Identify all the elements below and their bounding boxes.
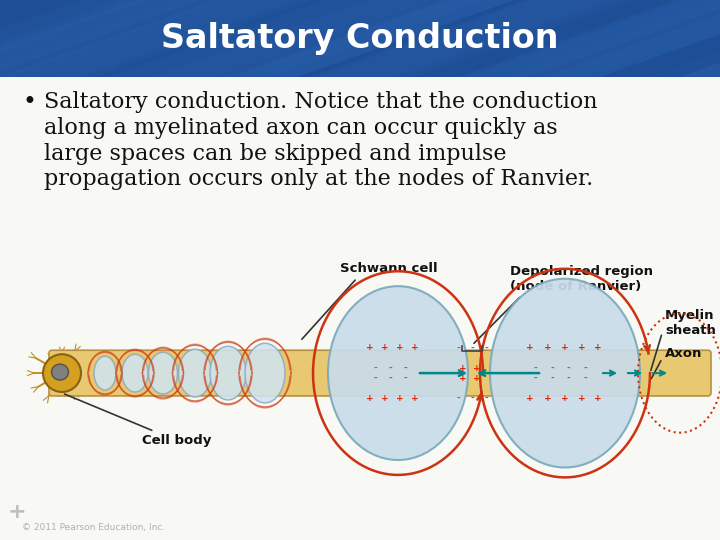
Polygon shape (231, 0, 515, 77)
Text: +: + (578, 394, 586, 403)
Ellipse shape (94, 356, 116, 390)
Text: -: - (550, 374, 554, 382)
Text: +: + (366, 343, 374, 352)
Text: +: + (594, 343, 602, 352)
Text: -: - (583, 363, 587, 373)
Polygon shape (543, 0, 720, 77)
Text: Saltatory conduction. Notice that the conduction: Saltatory conduction. Notice that the co… (44, 91, 598, 113)
Polygon shape (0, 0, 255, 77)
Ellipse shape (43, 354, 81, 392)
Text: +: + (544, 343, 552, 352)
Polygon shape (650, 0, 720, 77)
Polygon shape (222, 0, 513, 77)
Text: +: + (561, 394, 569, 403)
Text: Schwann cell: Schwann cell (302, 262, 438, 339)
Text: -: - (403, 374, 407, 382)
Text: +: + (366, 394, 374, 403)
Text: +: + (544, 394, 552, 403)
Text: +: + (381, 343, 389, 352)
Text: +: + (459, 363, 467, 373)
Text: +: + (8, 502, 27, 522)
Polygon shape (0, 0, 299, 77)
Text: +: + (526, 394, 534, 403)
Text: +: + (526, 343, 534, 352)
Text: © 2011 Pearson Education, Inc.: © 2011 Pearson Education, Inc. (22, 523, 166, 532)
Text: Depolarized region
(node of Ranvier): Depolarized region (node of Ranvier) (474, 265, 653, 343)
Ellipse shape (490, 279, 640, 468)
Ellipse shape (210, 346, 246, 400)
Text: -: - (456, 394, 460, 402)
Text: +: + (578, 343, 586, 352)
Ellipse shape (245, 343, 285, 403)
Text: +: + (411, 394, 419, 403)
Text: -: - (533, 363, 537, 373)
Text: +: + (396, 343, 404, 352)
Text: -: - (388, 363, 392, 373)
Polygon shape (0, 0, 202, 77)
Polygon shape (680, 0, 720, 77)
Ellipse shape (179, 349, 212, 397)
Ellipse shape (328, 286, 468, 460)
Polygon shape (153, 0, 485, 77)
Text: -: - (373, 374, 377, 382)
Text: -: - (484, 394, 488, 402)
Text: +: + (473, 374, 481, 382)
Polygon shape (0, 0, 145, 77)
Text: large spaces can be skipped and impulse: large spaces can be skipped and impulse (44, 143, 506, 165)
Polygon shape (309, 0, 632, 77)
Polygon shape (110, 0, 436, 77)
Text: -: - (533, 374, 537, 382)
Text: -: - (484, 344, 488, 353)
Polygon shape (469, 0, 720, 77)
Text: +: + (396, 394, 404, 403)
Text: +: + (411, 343, 419, 352)
Text: Myelin
sheath: Myelin sheath (651, 309, 716, 370)
Text: +: + (381, 394, 389, 403)
Text: -: - (373, 363, 377, 373)
Polygon shape (460, 0, 720, 77)
Text: -: - (470, 344, 474, 353)
Text: +: + (473, 363, 481, 373)
Text: Axon: Axon (652, 347, 703, 379)
Polygon shape (15, 0, 312, 77)
Text: -: - (566, 363, 570, 373)
Polygon shape (316, 0, 613, 77)
Ellipse shape (148, 352, 178, 394)
Ellipse shape (52, 364, 68, 380)
Text: -: - (550, 363, 554, 373)
Text: Cell body: Cell body (65, 394, 212, 447)
Text: -: - (403, 363, 407, 373)
Text: +: + (459, 374, 467, 382)
Text: +: + (561, 343, 569, 352)
Text: -: - (456, 344, 460, 353)
Polygon shape (680, 0, 720, 77)
Text: -: - (583, 374, 587, 382)
Text: Saltatory Conduction: Saltatory Conduction (161, 22, 559, 55)
Text: propagation occurs only at the nodes of Ranvier.: propagation occurs only at the nodes of … (44, 168, 593, 191)
Text: -: - (470, 394, 474, 402)
Text: -: - (566, 374, 570, 382)
Ellipse shape (122, 354, 148, 392)
Text: •: • (22, 91, 36, 114)
Polygon shape (0, 0, 228, 77)
Text: +: + (594, 394, 602, 403)
Text: -: - (388, 374, 392, 382)
FancyBboxPatch shape (49, 350, 711, 396)
Text: along a myelinated axon can occur quickly as: along a myelinated axon can occur quickl… (44, 117, 557, 139)
